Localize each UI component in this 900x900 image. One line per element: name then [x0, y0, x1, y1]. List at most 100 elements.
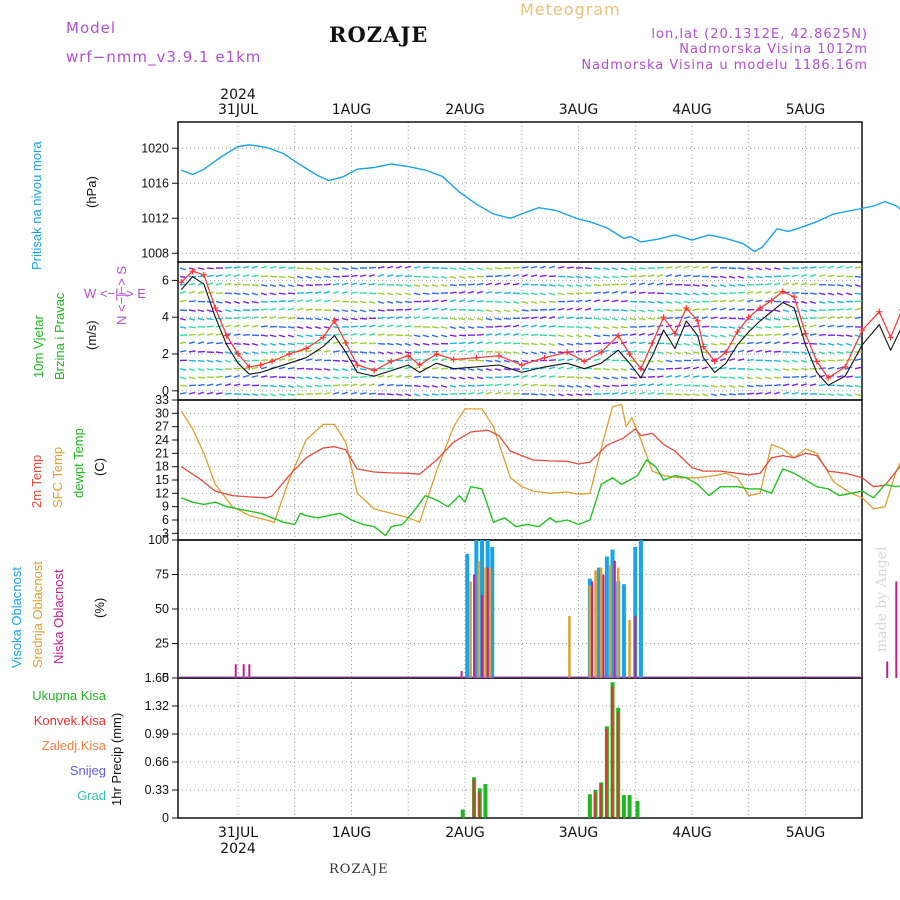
- wind-arrow: [854, 275, 862, 278]
- wind-gust-marker: [269, 358, 276, 365]
- wind-arrow: [431, 376, 439, 379]
- wind-arrow: [503, 351, 511, 354]
- wind-arrow: [233, 300, 240, 304]
- wind-arrow: [332, 376, 340, 380]
- y-tick-label: 24: [155, 433, 169, 447]
- wind-arrow: [314, 368, 322, 371]
- wind-arrow: [647, 282, 655, 286]
- wind-arrow: [602, 326, 610, 330]
- wind-arrow: [395, 292, 403, 296]
- wind-arrow: [179, 317, 187, 321]
- wind-arrow: [737, 317, 745, 320]
- wind-arrow: [638, 300, 646, 303]
- wind-arrow: [611, 283, 619, 286]
- wind-arrow: [530, 367, 538, 370]
- cloud-low-bar: [634, 615, 637, 678]
- wind-arrow: [341, 383, 349, 387]
- wind-arrow: [278, 366, 286, 370]
- wind-arrow: [233, 316, 241, 320]
- wind-arrow: [539, 284, 547, 287]
- wind-arrow: [314, 275, 322, 279]
- cloud-high-bar: [604, 556, 609, 678]
- wind-arrow: [611, 317, 619, 321]
- wind-arrow: [305, 326, 312, 330]
- wind-arrow: [818, 342, 826, 346]
- wind-arrow: [719, 376, 727, 379]
- cloud-low-bar: [242, 664, 245, 678]
- cloud-low-bar: [895, 581, 898, 678]
- wind-arrow: [602, 341, 610, 345]
- wind-arrow: [422, 300, 430, 303]
- wind-arrow: [755, 290, 763, 294]
- wind-arrow: [215, 359, 222, 363]
- wind-gust-marker: [734, 328, 741, 335]
- wind-arrow: [431, 358, 438, 362]
- wind-arrow: [665, 292, 673, 295]
- wind-arrow: [647, 332, 654, 336]
- wind-arrow: [665, 351, 673, 355]
- wind-arrow: [773, 350, 781, 353]
- wind-arrow: [206, 368, 214, 371]
- wind-arrow: [539, 342, 547, 346]
- wind-arrow: [710, 300, 718, 303]
- wind-arrow: [494, 368, 502, 371]
- wind-arrow: [278, 266, 286, 269]
- wind-arrow: [485, 391, 492, 395]
- wind-arrow: [701, 307, 709, 311]
- wind-arrow: [503, 383, 511, 387]
- wind-arrow: [404, 375, 412, 378]
- wind-arrow: [305, 384, 313, 388]
- wind-arrow: [692, 342, 699, 346]
- wind-arrow: [323, 275, 331, 279]
- wind-arrow: [566, 284, 573, 288]
- precip-total-bar: [621, 795, 626, 818]
- wind-arrow: [728, 275, 736, 279]
- wind-arrow: [629, 383, 637, 387]
- wind-arrow: [278, 316, 286, 320]
- wind-arrow: [215, 392, 223, 395]
- wind-arrow: [377, 333, 385, 336]
- wind-arrow: [206, 359, 214, 363]
- wind-arrow: [440, 267, 448, 270]
- wind-arrow: [476, 317, 483, 321]
- wind-arrow: [395, 374, 403, 378]
- wind-arrow: [341, 376, 349, 379]
- wind-arrow: [431, 384, 439, 388]
- wind-arrow: [404, 393, 412, 397]
- wind-arrow: [575, 376, 583, 379]
- wind-arrow: [368, 351, 376, 355]
- wind-arrow: [845, 292, 853, 296]
- temp-sfc-line: [180, 403, 900, 523]
- wind-arrow: [233, 309, 241, 312]
- cloud-mid-bar: [568, 615, 571, 678]
- wind-arrow: [791, 383, 799, 387]
- wind-arrow: [296, 393, 304, 396]
- wind-arrow: [764, 376, 772, 380]
- precip-convective-bar: [616, 711, 619, 818]
- wind-arrow: [395, 265, 402, 269]
- wind-arrow: [728, 326, 736, 329]
- wind-arrow: [521, 300, 528, 304]
- wind-arrow: [467, 267, 474, 271]
- wind-arrow: [521, 316, 529, 320]
- wind-arrow: [503, 342, 511, 345]
- wind-arrow: [521, 309, 529, 312]
- wind-arrow: [377, 300, 384, 304]
- wind-arrow: [251, 316, 259, 320]
- wind-arrow: [773, 282, 781, 286]
- wind-arrow: [593, 291, 601, 294]
- wind-arrow: [836, 375, 844, 378]
- wind-arrow: [476, 309, 484, 312]
- wind-arrow: [800, 359, 808, 363]
- wind-arrow: [494, 309, 502, 313]
- wind-arrow: [386, 367, 394, 370]
- wind-gust-marker: [683, 305, 690, 311]
- wind-arrow: [350, 332, 358, 336]
- wind-arrow: [854, 358, 862, 362]
- wind-arrow: [359, 392, 367, 395]
- wind-arrow: [737, 299, 744, 303]
- wind-arrow: [287, 384, 295, 388]
- wind-arrow: [620, 309, 628, 312]
- wind-arrow: [818, 359, 826, 362]
